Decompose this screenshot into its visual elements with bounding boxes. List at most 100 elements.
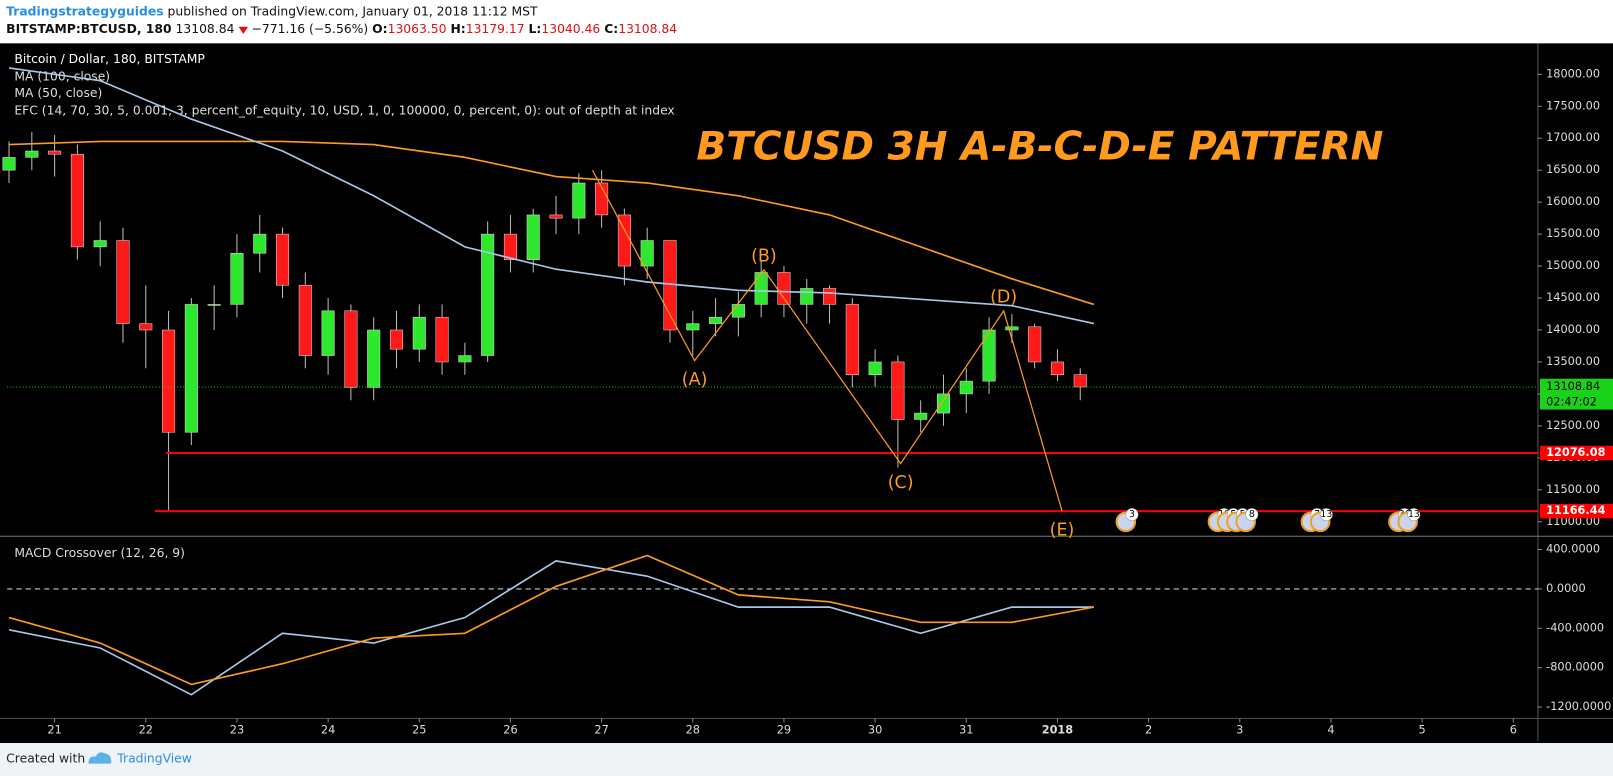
candle-body: [367, 329, 381, 388]
candle-body: [1050, 361, 1064, 375]
candle-body: [458, 355, 472, 363]
candle-body: [344, 310, 358, 388]
candle-body: [731, 304, 745, 318]
candle-body: [25, 150, 39, 158]
y-tick-label: -400.0000: [1546, 621, 1604, 634]
y-tick-label: 11500.00: [1546, 483, 1600, 496]
candle-body: [116, 240, 130, 324]
y-tick-label: 12500.00: [1546, 419, 1600, 432]
y-tick-label: 15500.00: [1546, 227, 1600, 240]
x-tick-label: 29: [777, 724, 791, 737]
candle-body: [640, 240, 654, 267]
level-tag: [1539, 503, 1613, 519]
event-count: 13: [1408, 509, 1420, 520]
ohlc-key: C:: [604, 21, 619, 37]
event-count-badge: [1125, 508, 1139, 522]
candle-body: [48, 150, 62, 155]
legend-entry: MA (50, close): [14, 86, 102, 100]
y-tick-label: 17000.00: [1546, 131, 1600, 144]
candle-body: [754, 272, 768, 305]
published: published on TradingView.com, January 01…: [167, 4, 538, 19]
moving-average: [8, 67, 1095, 325]
pattern-label: (C): [888, 473, 914, 493]
last-price-label: 13108.84: [1546, 380, 1600, 393]
x-tick-label: 2: [1145, 724, 1152, 737]
brand[interactable]: TradingView: [117, 751, 192, 766]
ohlc-key: H:: [450, 21, 466, 37]
x-tick-label: 6: [1510, 724, 1517, 737]
macd-line: [8, 554, 1095, 686]
candle-body: [412, 316, 426, 350]
candle-body: [389, 329, 404, 350]
candle-body: [549, 214, 563, 219]
event-count-badge: [1319, 508, 1333, 522]
y-tick-label: 0.0000: [1546, 582, 1586, 595]
y-tick-label: 16500.00: [1546, 163, 1600, 176]
y-tick-label: 17500.00: [1546, 99, 1600, 112]
event-count: 8: [1249, 509, 1255, 520]
x-tick-label: 23: [230, 724, 244, 737]
y-tick-label: 15000.00: [1546, 259, 1600, 272]
level-label: 11166.44: [1546, 504, 1605, 517]
candle-body: [686, 323, 700, 331]
y-tick-label: -800.0000: [1546, 661, 1604, 674]
event-count-badge: [1407, 508, 1421, 522]
candle-body: [1028, 326, 1042, 363]
last-price: 13108.84: [175, 21, 235, 37]
candle-body: [276, 233, 290, 286]
x-tick-label: 21: [47, 724, 61, 737]
y-tick-label: 14500.00: [1546, 291, 1600, 304]
event-count: 3: [1129, 509, 1135, 520]
ohlc-value: 13063.50: [387, 21, 447, 37]
x-tick-label: 28: [686, 724, 700, 737]
pattern-label: (B): [751, 247, 777, 267]
candle-body: [253, 233, 267, 254]
pattern-label: (D): [990, 287, 1017, 307]
candle-body: [709, 316, 723, 324]
ohlc-value: 13040.46: [541, 21, 601, 37]
change: −771.16 (−5.56%): [251, 21, 369, 37]
macd-line: [8, 560, 1094, 696]
candle-body: [823, 288, 837, 305]
y-tick-label: 14000.00: [1546, 323, 1600, 336]
x-tick-label: 25: [412, 724, 426, 737]
down-arrow: [238, 26, 248, 34]
event-count-badge: [1245, 508, 1259, 522]
candle-body: [230, 253, 244, 305]
candle-body: [982, 329, 996, 382]
author[interactable]: Tradingstrategyguides: [6, 4, 164, 19]
x-tick-label: 2018: [1042, 724, 1074, 737]
candle-body: [93, 240, 107, 248]
candle-body: [435, 316, 449, 363]
chart-title: BTCUSD 3H A-B-C-D-E PATTERN: [696, 125, 1383, 170]
candle-body: [891, 361, 905, 420]
last-price-tag: [1539, 378, 1613, 410]
pattern-label: (E): [1050, 520, 1075, 540]
y-tick-label: 13500.00: [1546, 355, 1600, 368]
level-tag: [1539, 445, 1613, 461]
x-tick-label: 30: [868, 724, 882, 737]
ohlc-key: O:: [372, 21, 388, 37]
candle-body: [503, 233, 517, 260]
candle-body: [1073, 374, 1087, 388]
candle-body: [868, 361, 882, 375]
x-tick-label: 5: [1419, 724, 1426, 737]
y-tick-label: 16000.00: [1546, 195, 1600, 208]
candle-body: [207, 304, 221, 306]
quote-line: BITSTAMP:BTCUSD, 180 13108.84 −771.16 (−…: [6, 22, 677, 36]
ohlc-value: 13179.17: [465, 21, 525, 37]
x-tick-label: 27: [594, 724, 608, 737]
event-count: 13: [1320, 509, 1332, 520]
ohlc-key: L:: [528, 21, 542, 37]
footer: Created with TradingView: [0, 743, 1613, 776]
header: Tradingstrategyguides published on Tradi…: [0, 0, 1613, 44]
candle-body: [70, 153, 84, 248]
candle-body: [777, 272, 791, 305]
candle-body: [481, 233, 495, 356]
ohlc-value: 13108.84: [618, 21, 678, 37]
level-label: 12076.08: [1546, 446, 1605, 459]
candle-body: [139, 323, 153, 331]
candle-body: [914, 412, 928, 420]
candle-body: [959, 380, 973, 395]
x-tick-label: 26: [503, 724, 517, 737]
